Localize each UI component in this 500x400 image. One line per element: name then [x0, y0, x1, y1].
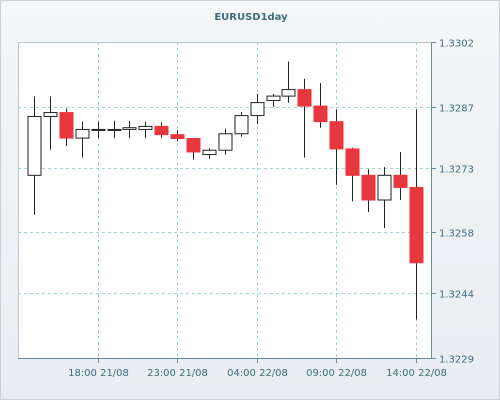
candle	[281, 61, 296, 103]
candle-body-up	[43, 112, 58, 117]
candle	[91, 121, 106, 139]
candle	[27, 96, 42, 215]
candle-body-up	[75, 128, 90, 139]
candle	[250, 93, 265, 125]
candle-body-up	[266, 95, 281, 101]
candle	[138, 121, 153, 139]
candle	[186, 138, 201, 160]
axes: 1.3302 1.3287 1.3273 1.3258 1.3244 1.3229 18:0…	[18, 39, 474, 379]
candle	[313, 83, 328, 128]
y-tick-label: 1.3302	[439, 39, 474, 50]
y-tick-label: 1.3258	[439, 229, 474, 240]
y-tick-label: 1.3273	[439, 165, 474, 176]
candle-body-up	[138, 125, 153, 130]
candle-body-down	[393, 174, 408, 188]
candle-body-down	[186, 138, 201, 153]
candle	[122, 120, 137, 139]
candles	[27, 61, 424, 320]
candle-body-down	[297, 89, 312, 107]
candle-body-down	[170, 134, 185, 140]
candle-body-up	[377, 174, 392, 201]
candle	[43, 96, 58, 150]
y-tick-label: 1.3229	[439, 355, 474, 366]
candle	[107, 120, 122, 139]
candle-body-up	[91, 128, 106, 131]
candle-body-down	[59, 112, 74, 139]
chart-title: EURUSD1day	[214, 12, 288, 23]
candle-body-up	[234, 115, 249, 135]
candle	[377, 167, 392, 229]
candle	[329, 109, 344, 185]
candle	[75, 121, 90, 158]
candle	[170, 130, 185, 142]
candle-body-up	[122, 127, 137, 130]
candle-body-down	[361, 174, 376, 201]
candle-body-up	[27, 115, 42, 176]
candle-body-up	[250, 102, 265, 117]
x-tick-label: 23:00 21/08	[147, 368, 208, 379]
candle-body-down	[409, 186, 424, 264]
y-tick-label: 1.3287	[439, 104, 474, 115]
candle-body-down	[313, 105, 328, 123]
candle-body-down	[345, 148, 360, 176]
candle	[266, 93, 281, 107]
candle	[393, 151, 408, 200]
candle	[361, 169, 376, 213]
candle	[234, 112, 249, 137]
candle	[154, 122, 169, 139]
x-tick-label: 09:00 22/08	[306, 368, 367, 379]
candle	[218, 128, 233, 155]
candle	[409, 109, 424, 320]
candle-body-up	[281, 89, 296, 97]
candle	[297, 78, 312, 158]
candle	[345, 147, 360, 202]
x-tick-label: 18:00 21/08	[68, 368, 129, 379]
candle	[59, 108, 74, 146]
candle	[202, 148, 217, 159]
candle-body-up	[218, 133, 233, 151]
candle-body-down	[154, 125, 169, 136]
x-tick-label: 04:00 22/08	[227, 368, 288, 379]
candle-body-up	[107, 128, 122, 131]
candle-body-up	[202, 149, 217, 156]
y-tick-label: 1.3244	[439, 290, 474, 301]
x-tick-label: 14:00 22/08	[386, 368, 447, 379]
candle-body-down	[329, 121, 344, 150]
